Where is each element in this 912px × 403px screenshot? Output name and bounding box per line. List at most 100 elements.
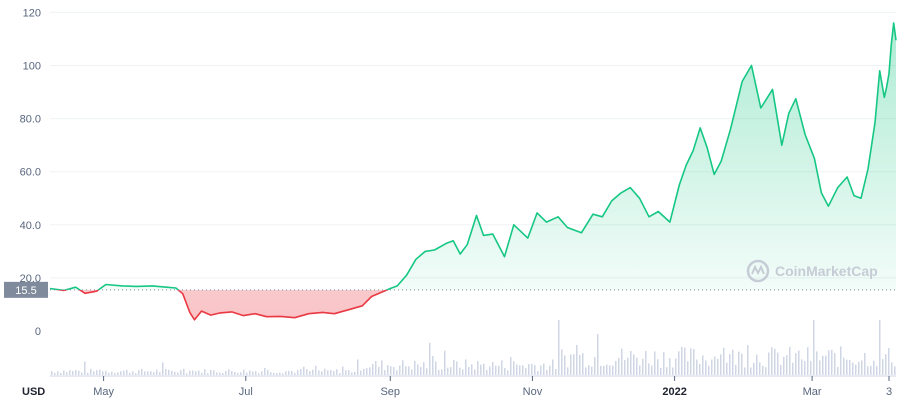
volume-bar — [690, 348, 692, 375]
volume-bar — [72, 371, 74, 375]
volume-bar — [810, 360, 812, 375]
volume-bar — [165, 368, 167, 375]
volume-bar — [447, 367, 449, 375]
volume-bar — [78, 370, 80, 375]
volume-bar — [411, 369, 413, 375]
volume-bar — [81, 372, 83, 375]
volume-bar — [150, 371, 152, 375]
volume-bar — [75, 370, 77, 375]
volume-bar — [792, 362, 794, 375]
volume-bar — [219, 372, 221, 375]
volume-bar — [51, 371, 53, 375]
volume-bar — [618, 357, 620, 375]
volume-bar — [225, 370, 227, 375]
volume-bar — [294, 372, 296, 375]
volume-bar — [333, 370, 335, 375]
volume-bar — [96, 370, 98, 375]
volume-bar — [726, 362, 728, 375]
volume-bar — [444, 350, 446, 375]
volume-bar — [69, 370, 71, 375]
y-tick-label: 40.0 — [20, 220, 41, 232]
volume-bar — [282, 373, 284, 375]
volume-bar — [393, 367, 395, 375]
volume-bar — [870, 365, 872, 375]
volume-bar — [570, 354, 572, 375]
volume-bar — [756, 354, 758, 375]
volume-bar — [729, 354, 731, 375]
volume-bar — [90, 368, 92, 375]
volume-bar — [768, 352, 770, 375]
volume-bar — [723, 347, 725, 375]
volume-bar — [513, 361, 515, 375]
volume-bar — [54, 372, 56, 375]
volume-bar — [369, 367, 371, 375]
volume-bar — [345, 370, 347, 375]
volume-bar — [162, 362, 164, 375]
volume-bar — [675, 358, 677, 375]
volume-bar — [291, 370, 293, 375]
volume-bar — [117, 372, 119, 375]
volume-bar — [396, 370, 398, 375]
volume-bar — [375, 361, 377, 375]
volume-bar — [321, 371, 323, 375]
volume-bar — [414, 360, 416, 375]
volume-bar — [417, 364, 419, 375]
volume-bar — [471, 364, 473, 375]
volume-bar — [543, 363, 545, 375]
volume-bar — [474, 369, 476, 375]
volume-bar — [807, 347, 809, 375]
volume-bar — [681, 346, 683, 375]
volume-bar — [573, 354, 575, 375]
volume-bar — [381, 360, 383, 375]
volume-bar — [189, 370, 191, 375]
volume-bar — [480, 364, 482, 375]
volume-bar — [693, 349, 695, 375]
volume-bar — [624, 360, 626, 375]
volume-bar — [204, 369, 206, 375]
volume-bar — [780, 364, 782, 375]
volume-bar — [306, 369, 308, 375]
volume-bar — [801, 359, 803, 375]
volume-bar — [789, 346, 791, 375]
line-down — [55, 290, 389, 321]
volume-bar — [495, 365, 497, 375]
volume-bar — [669, 358, 671, 375]
volume-bar — [387, 365, 389, 375]
volume-bar — [855, 364, 857, 375]
volume-bar — [825, 355, 827, 375]
volume-bar — [183, 368, 185, 375]
volume-bar — [657, 359, 659, 375]
volume-bar — [708, 365, 710, 375]
volume-bar — [849, 360, 851, 375]
volume-bar — [627, 357, 629, 375]
volume-bar — [390, 366, 392, 375]
volume-bar — [477, 361, 479, 375]
volume-bar — [558, 320, 560, 375]
volume-bar — [795, 353, 797, 375]
reference-badge — [4, 281, 48, 298]
volume-bar — [267, 369, 269, 375]
volume-bar — [429, 342, 431, 375]
volume-bar — [612, 365, 614, 375]
volume-bar — [546, 369, 548, 375]
price-line — [49, 22, 897, 321]
volume-bar — [651, 365, 653, 375]
volume-bar — [879, 320, 881, 375]
volume-bar — [66, 372, 68, 375]
y-axis: 0 20.0 40.0 60.0 80.0 100 120 — [20, 7, 41, 338]
volume-bar — [288, 370, 290, 375]
volume-bar — [318, 370, 320, 375]
volume-bar — [591, 366, 593, 375]
volume-bar — [153, 372, 155, 375]
volume-bar — [57, 371, 59, 375]
volume-bar — [750, 367, 752, 375]
volume-bar — [156, 369, 158, 375]
volume-bar — [786, 355, 788, 375]
volume-bar — [426, 368, 428, 375]
volume-bar — [462, 369, 464, 375]
volume-bar — [846, 359, 848, 375]
volume-bar — [615, 361, 617, 375]
volume-bar — [672, 367, 674, 375]
volume-bar — [342, 366, 344, 375]
